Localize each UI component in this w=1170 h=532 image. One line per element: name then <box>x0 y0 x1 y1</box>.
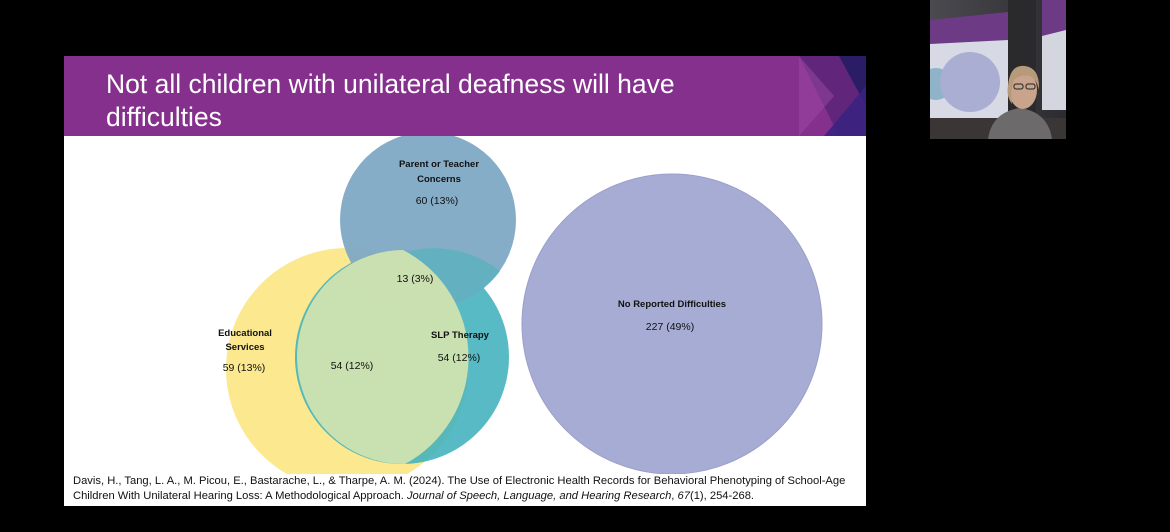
value-slp-therapy: 54 (12%) <box>438 352 481 364</box>
value-edu-slp-overlap: 54 (12%) <box>331 360 374 372</box>
banner-decoration <box>799 56 866 136</box>
citation-sep: , <box>671 489 678 502</box>
value-parent-teacher: 60 (13%) <box>416 195 459 207</box>
webcam-video-frame <box>930 0 1066 139</box>
label-no-difficulties: No Reported Difficulties <box>618 299 726 310</box>
label-parent-teacher-1: Parent or Teacher <box>399 159 479 170</box>
presenter-webcam-feed <box>930 0 1066 139</box>
label-educational-2: Services <box>225 342 264 353</box>
slide-title-banner: Not all children with unilateral deafnes… <box>64 56 866 136</box>
slide-citation: Davis, H., Tang, L. A., M. Picou, E., Ba… <box>73 474 863 503</box>
label-slp-therapy: SLP Therapy <box>431 330 490 341</box>
value-parent-slp-overlap: 13 (3%) <box>397 273 434 285</box>
label-parent-teacher-2: Concerns <box>417 174 461 185</box>
citation-volume: 67 <box>677 489 690 502</box>
citation-journal: Journal of Speech, Language, and Hearing… <box>406 489 672 502</box>
circle-no-reported-difficulties-outline <box>521 173 823 474</box>
value-educational: 59 (13%) <box>223 362 266 374</box>
slide-title: Not all children with unilateral deafnes… <box>106 69 675 132</box>
value-no-difficulties: 227 (49%) <box>646 321 694 333</box>
label-educational-1: Educational <box>218 328 272 339</box>
circle-no-reported-difficulties <box>522 174 822 474</box>
citation-issue-pages: (1), 254-268. <box>689 489 755 502</box>
citation-authors: Davis, H., Tang, L. A., M. Picou, E., Ba… <box>73 475 846 502</box>
presentation-slide: Not all children with unilateral deafnes… <box>64 56 866 506</box>
overlap-edu-slp <box>297 250 469 465</box>
venn-diagram: Parent or Teacher Concerns 60 (13%) 13 (… <box>218 136 823 474</box>
